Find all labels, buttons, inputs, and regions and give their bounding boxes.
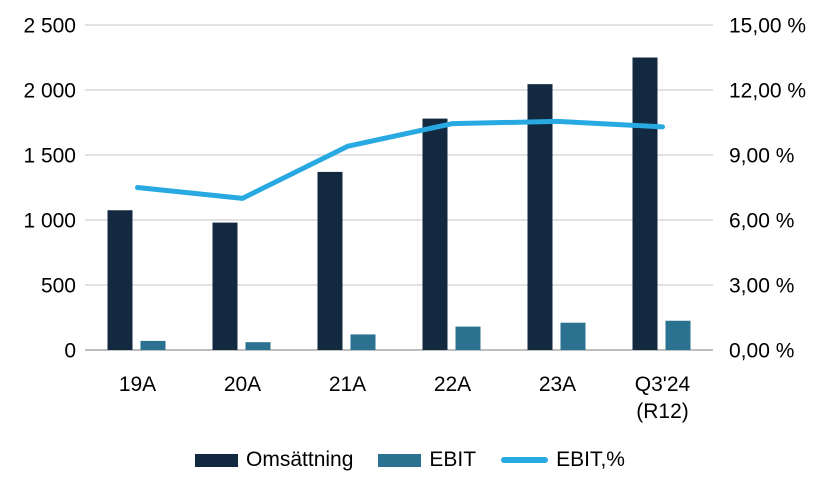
left-axis-tick-label: 2 000	[23, 79, 76, 102]
omsattning-bar-Q3'24 (R12)	[632, 57, 658, 350]
ebit-swatch-icon	[378, 453, 422, 467]
left-axis-tick-label: 2 500	[23, 14, 76, 37]
x-axis-category-label: (R12)	[636, 400, 689, 423]
omsattning-bar-23A	[527, 84, 553, 351]
left-axis-tick-label: 1 500	[23, 144, 76, 167]
ebit-bar-20A	[245, 342, 271, 350]
right-axis-tick-label: 15,00 %	[729, 14, 806, 37]
legend-label-omsattning: Omsättning	[246, 448, 354, 471]
ebit-pct-line	[135, 118, 665, 201]
x-axis-category-label: 20A	[224, 373, 261, 396]
legend-item-ebit: EBIT	[378, 448, 476, 472]
legend-label-ebit: EBIT	[429, 448, 477, 471]
omsattning-bar-22A	[422, 118, 448, 350]
x-axis-category-label: 21A	[329, 373, 366, 396]
right-axis-tick-label: 6,00 %	[729, 209, 794, 232]
left-axis-tick-label: 1 000	[23, 209, 76, 232]
ebit-pct-line-marker-icon	[501, 457, 549, 463]
right-axis-tick-label: 0,00 %	[729, 339, 794, 362]
left-axis-tick-label: 500	[41, 274, 76, 297]
left-axis-tick-label: 0	[64, 339, 76, 362]
x-axis-category-label: Q3'24	[635, 373, 691, 396]
chart-legend: Omsättning EBIT EBIT,%	[0, 446, 820, 474]
ebit-bar-23A	[560, 322, 586, 350]
omsattning-swatch-icon	[195, 453, 239, 467]
ebit-bar-19A	[140, 340, 166, 350]
right-axis-tick-label: 9,00 %	[729, 144, 794, 167]
legend-label-ebit-pct: EBIT,%	[556, 448, 625, 471]
legend-item-omsattning: Omsättning	[195, 448, 353, 472]
legend-item-ebit-pct: EBIT,%	[501, 448, 625, 472]
x-axis-category-label: 23A	[539, 373, 576, 396]
omsattning-bar-20A	[212, 222, 238, 350]
ebit-omsattning-chart: 0 0,00 % 500 3,00 % 1 000 6,00 % 1 500 9,00 % 2 …	[23, 14, 806, 423]
ebit-bar-21A	[350, 334, 376, 350]
omsattning-bar-19A	[107, 210, 133, 350]
x-axis-category-label: 22A	[434, 373, 471, 396]
ebit-bar-Q3'24 (R12)	[665, 320, 691, 350]
right-axis-tick-label: 12,00 %	[729, 79, 806, 102]
right-axis-tick-label: 3,00 %	[729, 274, 794, 297]
ebit-bar-22A	[455, 326, 481, 350]
omsattning-bar-21A	[317, 171, 343, 350]
x-axis-category-label: 19A	[119, 373, 156, 396]
